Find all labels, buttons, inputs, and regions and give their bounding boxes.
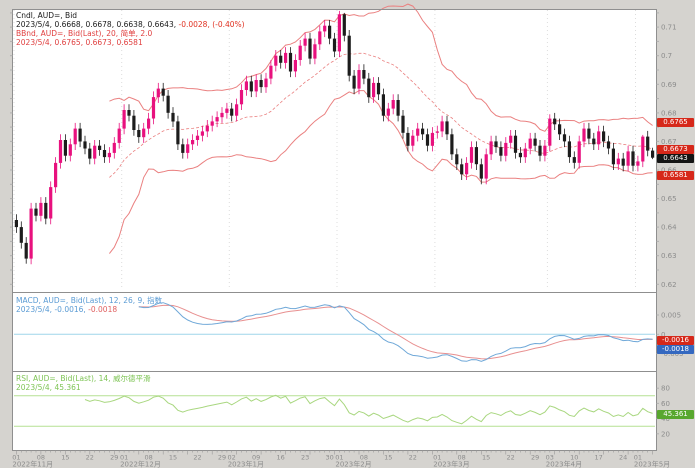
- rsi-value-badge: 45.361: [657, 410, 694, 419]
- price-axis: 0.71 0.7 0.69 0.68 0.67 0.66 0.65 0.64 0.63 0.62: [10, 12, 677, 289]
- time-axis: 01 08 15 22 29 01 08 15 22 29 02 09 16 23 30 01 08 15 22 01…: [12, 450, 653, 462]
- svg-text:15: 15: [482, 454, 490, 462]
- svg-text:01: 01: [335, 454, 343, 462]
- svg-text:09: 09: [252, 454, 260, 462]
- svg-text:2023年5月: 2023年5月: [634, 460, 670, 468]
- macd-lines: [138, 302, 653, 362]
- svg-text:60: 60: [661, 400, 670, 408]
- svg-text:15: 15: [169, 454, 177, 462]
- svg-text:03: 03: [546, 454, 554, 462]
- rsi-legend-title: RSI, AUD=, Bid(Last), 14, 威尔德平滑: [16, 374, 151, 383]
- month-labels: 2022年11月 2022年12月 2023年1月 2023年2月 2023年3月 202…: [12, 460, 670, 468]
- svg-text:29: 29: [218, 454, 226, 462]
- svg-text:0: 0: [661, 331, 665, 339]
- svg-text:15: 15: [61, 454, 69, 462]
- macd-legend-values: 2023/5/4, -0.0016, -0.0018: [16, 305, 117, 314]
- svg-text:2022年11月: 2022年11月: [12, 460, 53, 468]
- bollinger-mid-badge: 0.6673: [657, 144, 694, 154]
- svg-text:17: 17: [595, 454, 603, 462]
- month-gridlines: [13, 10, 636, 290]
- svg-text:2023年3月: 2023年3月: [433, 460, 469, 468]
- svg-text:2023年4月: 2023年4月: [546, 460, 582, 468]
- svg-text:0.71: 0.71: [661, 24, 677, 32]
- candles-layer: [14, 10, 655, 265]
- change-values: -0.0028, (-0.40%): [178, 20, 245, 29]
- bollinger-legend-values: 2023/5/4, 0.6765, 0.6673, 0.6581: [16, 38, 143, 47]
- svg-text:30: 30: [325, 454, 333, 462]
- svg-text:0.62: 0.62: [661, 281, 677, 289]
- svg-text:22: 22: [86, 454, 94, 462]
- svg-text:29: 29: [531, 454, 539, 462]
- svg-text:22: 22: [409, 454, 417, 462]
- macd-value-badge: -0.0016: [657, 335, 694, 345]
- candle-legend-title: Cndl, AUD=, Bid: [16, 11, 78, 20]
- svg-text:80: 80: [661, 385, 670, 393]
- rsi-legend-values: 2023/5/4, 45.361: [16, 383, 81, 392]
- svg-text:01: 01: [433, 454, 441, 462]
- svg-text:29: 29: [110, 454, 118, 462]
- svg-text:15: 15: [384, 454, 392, 462]
- svg-text:01: 01: [634, 454, 642, 462]
- svg-text:0.64: 0.64: [661, 224, 677, 232]
- rsi-line: [84, 394, 653, 425]
- svg-text:0.67: 0.67: [661, 138, 677, 146]
- svg-text:10: 10: [570, 454, 578, 462]
- svg-text:22: 22: [507, 454, 515, 462]
- candle-legend-values: 2023/5/4, 0.6668, 0.6678, 0.6638, 0.6643…: [16, 20, 245, 29]
- ohlc-values: 2023/5/4, 0.6668, 0.6678, 0.6638, 0.6643…: [16, 20, 179, 29]
- svg-text:01: 01: [120, 454, 128, 462]
- last-price-badge: 0.6643: [657, 154, 694, 164]
- bollinger-legend-title: BBnd, AUD=, Bid(Last), 20, 简单, 2.0: [16, 29, 153, 38]
- svg-text:01: 01: [12, 454, 20, 462]
- svg-text:02: 02: [228, 454, 236, 462]
- svg-text:0.65: 0.65: [661, 195, 677, 203]
- svg-text:0.69: 0.69: [661, 81, 677, 89]
- svg-text:08: 08: [37, 454, 45, 462]
- macd-signal-badge: -0.0018: [657, 345, 694, 355]
- macd-signal-text: -0.0018: [88, 305, 118, 314]
- svg-text:20: 20: [661, 430, 670, 438]
- bollinger-upper-badge: 0.6765: [657, 118, 694, 128]
- svg-text:2023年1月: 2023年1月: [228, 460, 264, 468]
- rsi-level-lines: [14, 395, 655, 427]
- macd-value-text: 2023/5/4, -0.0016,: [16, 305, 89, 314]
- svg-text:2023年2月: 2023年2月: [335, 460, 371, 468]
- macd-legend-title: MACD, AUD=, Bid(Last), 12, 26, 9, 指数: [16, 296, 163, 305]
- svg-text:0.7: 0.7: [661, 52, 672, 60]
- svg-text:24: 24: [619, 454, 627, 462]
- svg-text:08: 08: [458, 454, 466, 462]
- bollinger-lower-badge: 0.6581: [657, 170, 694, 180]
- svg-text:22: 22: [193, 454, 201, 462]
- svg-text:16: 16: [277, 454, 285, 462]
- svg-text:40: 40: [661, 415, 670, 423]
- svg-text:0.68: 0.68: [661, 109, 677, 117]
- svg-text:23: 23: [301, 454, 309, 462]
- svg-text:2022年12月: 2022年12月: [120, 460, 161, 468]
- svg-text:08: 08: [360, 454, 368, 462]
- svg-text:0.005: 0.005: [661, 312, 681, 320]
- svg-text:0.66: 0.66: [661, 167, 677, 175]
- svg-text:0.63: 0.63: [661, 252, 677, 260]
- svg-text:08: 08: [144, 454, 152, 462]
